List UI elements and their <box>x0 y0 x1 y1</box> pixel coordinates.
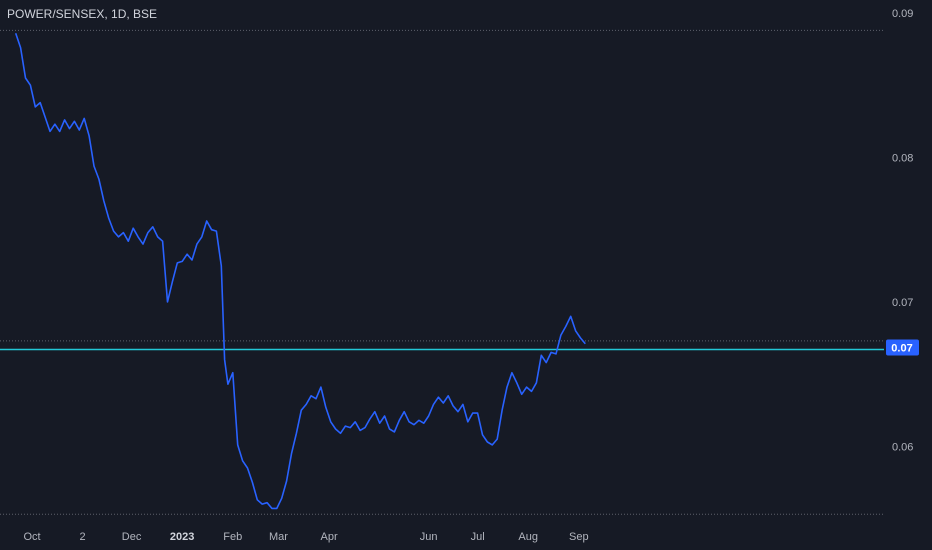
y-axis[interactable]: 0.06 0.07 0.08 0.09 <box>892 8 913 453</box>
x-tick-label: Sep <box>569 531 589 543</box>
last-price-label-bg <box>886 339 919 356</box>
y-tick-label: 0.08 <box>892 152 913 164</box>
series-line <box>14 32 586 510</box>
x-tick-label: Feb <box>223 531 242 543</box>
x-tick-label: Jun <box>420 531 438 543</box>
x-tick-label: 2 <box>80 531 86 543</box>
x-axis[interactable]: Oct 2 Dec 2023 Feb Mar Apr Jun Jul Aug Sep <box>23 531 588 543</box>
x-tick-label: Dec <box>122 531 142 543</box>
dotted-levels <box>0 29 884 515</box>
x-tick-label: Oct <box>23 531 40 543</box>
y-tick-label: 0.06 <box>892 441 913 453</box>
y-tick-label: 0.07 <box>892 297 913 309</box>
x-tick-label: Jul <box>471 531 485 543</box>
x-tick-label: Aug <box>518 531 538 543</box>
y-tick-label: 0.09 <box>892 8 913 20</box>
x-tick-label: 2023 <box>170 531 194 543</box>
x-tick-label: Apr <box>321 531 338 543</box>
last-price-label-text: 0.07 <box>891 343 912 355</box>
x-tick-label: Mar <box>269 531 288 543</box>
last-price-label: 0.07 <box>886 339 919 356</box>
symbol-title: POWER/SENSEX, 1D, BSE <box>7 7 158 21</box>
